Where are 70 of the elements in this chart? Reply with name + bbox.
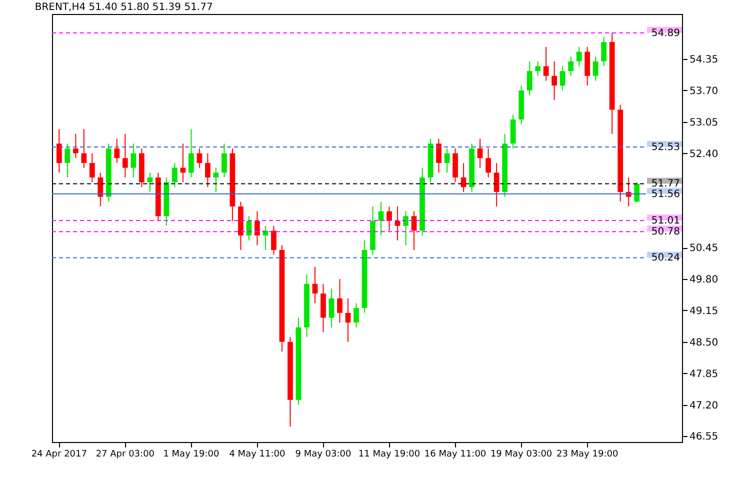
candlestick bbox=[72, 133, 78, 159]
ref-line-label: 51.77 bbox=[651, 178, 680, 190]
candlestick bbox=[81, 128, 87, 168]
y-tick-label: 53.70 bbox=[690, 86, 718, 97]
candlestick bbox=[114, 138, 120, 164]
candlestick bbox=[444, 148, 450, 174]
candlestick bbox=[560, 66, 566, 91]
candlestick bbox=[213, 167, 219, 192]
candlestick bbox=[205, 152, 210, 188]
x-tick-label: 16 May 11:00 bbox=[424, 450, 486, 460]
candlestick bbox=[312, 266, 318, 304]
candlestick bbox=[535, 60, 540, 76]
candlestick bbox=[394, 206, 400, 241]
candlestick bbox=[328, 288, 334, 328]
candlestick bbox=[271, 225, 276, 256]
x-tick-label: 19 May 03:00 bbox=[490, 450, 552, 460]
candlestick bbox=[56, 128, 62, 174]
candlestick bbox=[345, 298, 351, 342]
candlestick bbox=[122, 133, 128, 178]
y-tick-label: 47.85 bbox=[690, 368, 718, 380]
y-tick-label: 54.35 bbox=[690, 54, 718, 66]
candlestick bbox=[64, 143, 70, 178]
x-tick-label: 23 May 19:00 bbox=[556, 450, 618, 460]
x-tick-label: 9 May 03:00 bbox=[295, 450, 352, 460]
x-tick-label: 11 May 19:00 bbox=[358, 450, 420, 460]
candlestick bbox=[486, 148, 491, 178]
y-tick-label: 53.05 bbox=[690, 117, 718, 128]
x-tick-label: 24 Apr 2017 bbox=[31, 450, 87, 460]
y-tick-label: 48.50 bbox=[690, 337, 718, 348]
candlestick bbox=[576, 46, 582, 67]
x-tick-label: 1 May 19:00 bbox=[163, 450, 220, 460]
candlestick bbox=[222, 143, 227, 178]
candlestick bbox=[354, 302, 359, 328]
y-tick-label: 49.15 bbox=[690, 306, 718, 317]
x-tick-label: 27 Apr 03:00 bbox=[96, 450, 155, 460]
candlestick bbox=[601, 36, 607, 67]
y-tick-label: 49.80 bbox=[690, 274, 718, 286]
candlestick bbox=[526, 60, 532, 96]
candlestick bbox=[436, 138, 442, 174]
ref-line-label: 50.24 bbox=[651, 252, 680, 264]
ref-line-label: 54.89 bbox=[651, 28, 680, 39]
y-tick-label: 50.45 bbox=[690, 243, 718, 254]
ref-line-label: 50.78 bbox=[651, 226, 680, 238]
ref-line-label: 51.01 bbox=[651, 216, 680, 227]
candlestick bbox=[494, 162, 500, 207]
candlestick bbox=[337, 278, 342, 324]
candlestick bbox=[89, 152, 95, 183]
y-tick-label: 46.55 bbox=[690, 432, 718, 443]
candlestick bbox=[477, 138, 483, 168]
candlestick bbox=[634, 182, 640, 203]
candlestick bbox=[147, 172, 153, 192]
candlestick bbox=[552, 60, 557, 101]
candlestick bbox=[130, 143, 136, 178]
x-tick-label: 4 May 11:00 bbox=[229, 450, 286, 460]
candlestick bbox=[98, 172, 104, 207]
candlestick bbox=[196, 148, 202, 168]
candlestick bbox=[411, 210, 417, 251]
ref-line-label: 51.56 bbox=[651, 188, 680, 200]
y-tick-label: 52.40 bbox=[690, 148, 718, 160]
chart-title: BRENT,H4 51.40 51.80 51.39 51.77 bbox=[34, 2, 213, 13]
candlestick bbox=[188, 128, 194, 178]
candlestick bbox=[386, 206, 392, 232]
candlestick bbox=[543, 46, 549, 82]
ref-line-label: 52.53 bbox=[651, 142, 680, 153]
candlestick bbox=[568, 56, 574, 76]
candlestick bbox=[172, 162, 178, 188]
candlestick bbox=[254, 210, 260, 246]
candlestick bbox=[592, 56, 598, 82]
candlestick bbox=[403, 210, 408, 246]
y-tick-label: 47.20 bbox=[690, 400, 718, 412]
